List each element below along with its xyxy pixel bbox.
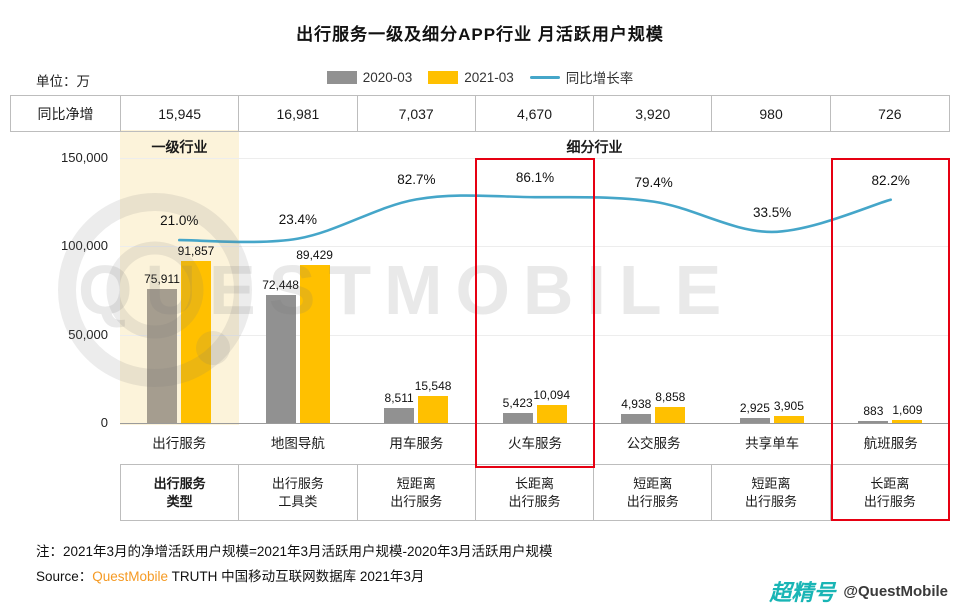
net-increase-value: 726 xyxy=(878,105,902,122)
growth-rate-label: 33.5% xyxy=(752,204,792,220)
bar-2020 xyxy=(147,288,177,423)
bar-2020 xyxy=(621,414,652,423)
gridline xyxy=(120,246,950,247)
growth-rate-label: 21.0% xyxy=(160,213,199,229)
net-increase-value: 7,037 xyxy=(358,96,476,131)
source-prefix: Source： xyxy=(36,569,93,584)
service-type-cell: 短距离 出行服务 xyxy=(594,465,713,520)
net-increase-row-label: 同比净增 xyxy=(11,96,121,131)
category-label: 火车服务 xyxy=(507,436,562,451)
questmobile-handle: @QuestMobile xyxy=(843,582,948,600)
bar-2021 xyxy=(181,260,211,423)
source-line: Source：QuestMobile TRUTH 中国移动互联网数据库 2021… xyxy=(36,565,424,585)
bar-value-label: 15,548 xyxy=(414,378,452,393)
legend-item: 同比增长率 xyxy=(529,67,634,87)
bar-value-label: 883 xyxy=(863,404,884,419)
bar-2020 xyxy=(265,295,296,423)
bar-2021 xyxy=(655,407,686,423)
net-increase-value: 3,920 xyxy=(594,96,713,131)
source-suffix: TRUTH 中国移动互联网数据库 2021年3月 xyxy=(168,569,425,584)
legend: 2020-03 2021-03 同比增长率 xyxy=(0,67,960,87)
platform-badge-logo: 超精号 xyxy=(769,580,836,605)
service-type-cell: 长距离 出行服务 xyxy=(863,475,916,509)
red-box-flight-service xyxy=(831,158,950,521)
section-label-sub: 细分行业 xyxy=(566,139,623,155)
bar-value-label: 5,423 xyxy=(502,396,533,411)
service-type-cell: 出行服务 工具类 xyxy=(239,465,358,520)
service-type-cell: 短距离 出行服务 xyxy=(712,465,831,520)
gridline xyxy=(120,335,950,336)
bar-value-label: 91,857 xyxy=(177,243,215,258)
y-axis-tick: 50,000 xyxy=(68,327,108,342)
growth-rate-line xyxy=(178,194,892,244)
growth-rate-label: 23.4% xyxy=(278,211,318,227)
legend-label: 2021-03 xyxy=(464,69,514,85)
legend-label: 同比增长率 xyxy=(565,71,634,86)
category-label: 出行服务 xyxy=(152,436,207,451)
footnote: 注：2021年3月的净增活跃用户规模=2021年3月活跃用户规模-2020年3月… xyxy=(36,544,553,559)
bar-2021 xyxy=(773,416,804,423)
y-axis-tick: 0 xyxy=(100,415,108,430)
bar-2020 xyxy=(739,417,770,423)
bar-value-label: 3,905 xyxy=(773,399,804,414)
net-increase-value: 980 xyxy=(712,96,831,131)
y-axis-tick: 150,000 xyxy=(61,150,108,165)
bar-2020 xyxy=(384,408,415,423)
bar-value-label: 89,429 xyxy=(296,248,333,262)
legend-label: 2020-03 xyxy=(362,69,413,85)
bar-value-label: 1,609 xyxy=(892,403,923,418)
category-label: 航班服务 xyxy=(863,436,918,451)
bar-2020 xyxy=(502,413,533,423)
category-label: 共享单车 xyxy=(745,436,800,451)
growth-rate-label: 82.2% xyxy=(871,172,910,188)
bar-value-label: 4,938 xyxy=(621,397,652,412)
net-increase-table: 同比净增 15,945 16,981 7,037 4,670 3,920 980 726 xyxy=(10,95,950,132)
legend-item: 2021-03 xyxy=(428,70,514,85)
category-label: 用车服务 xyxy=(389,436,444,451)
red-box-train-service xyxy=(475,158,595,468)
source-brand: QuestMobile xyxy=(92,569,169,584)
growth-rate-label: 82.7% xyxy=(397,172,436,188)
section-label-primary: 一级行业 xyxy=(151,139,208,155)
legend-bar-swatch xyxy=(428,70,459,84)
bar-value-label: 75,911 xyxy=(144,271,180,286)
service-type-header: 出行服务 类型 xyxy=(121,465,240,520)
net-increase-value: 15,945 xyxy=(121,96,240,131)
category-label: 地图导航 xyxy=(270,436,325,451)
category-axis: 出行服务 地图导航 用车服务 火车服务 公交服务 共享单车 航班服务 xyxy=(120,432,950,452)
bar-2021 xyxy=(418,395,449,423)
service-type-cell: 短距离 出行服务 xyxy=(358,465,476,520)
legend-item: 2020-03 xyxy=(326,69,413,85)
bar-2021 xyxy=(892,420,923,423)
page-title: 出行服务一级及细分APP行业 月活跃用户规模 xyxy=(296,25,664,44)
bar-2021 xyxy=(536,405,567,423)
growth-rate-label: 79.4% xyxy=(634,174,673,190)
x-axis-line xyxy=(120,423,950,424)
bar-2021 xyxy=(299,265,330,423)
category-label: 公交服务 xyxy=(626,436,681,451)
bar-value-label: 8,511 xyxy=(384,391,414,405)
y-axis-tick: 100,000 xyxy=(61,238,108,253)
service-type-cell: 长距离 出行服务 xyxy=(476,465,595,520)
legend-line-swatch xyxy=(529,75,560,79)
bar-value-label: 10,094 xyxy=(533,388,571,403)
legend-bar-swatch xyxy=(326,70,357,84)
net-increase-value: 4,670 xyxy=(476,96,595,131)
chart-plot: 75,911 91,857 21.0% 72,448 89,429 23.4% 8,511 1… xyxy=(120,158,950,424)
bar-value-label: 72,448 xyxy=(262,278,299,292)
unit-label: 单位：万 xyxy=(36,74,90,89)
net-increase-value: 16,981 xyxy=(239,96,358,131)
bar-value-label: 2,925 xyxy=(739,400,770,415)
service-type-table: 出行服务 类型 出行服务 工具类 短距离 出行服务 长距离 出行服务 短距离 出行服务短… xyxy=(120,464,950,521)
primary-industry-highlight xyxy=(120,130,239,425)
bar-value-label: 8,858 xyxy=(655,390,686,405)
platform-badge: 超精号 @QuestMobile xyxy=(769,575,948,606)
growth-rate-label: 86.1% xyxy=(515,170,555,186)
bar-2020 xyxy=(858,421,889,423)
